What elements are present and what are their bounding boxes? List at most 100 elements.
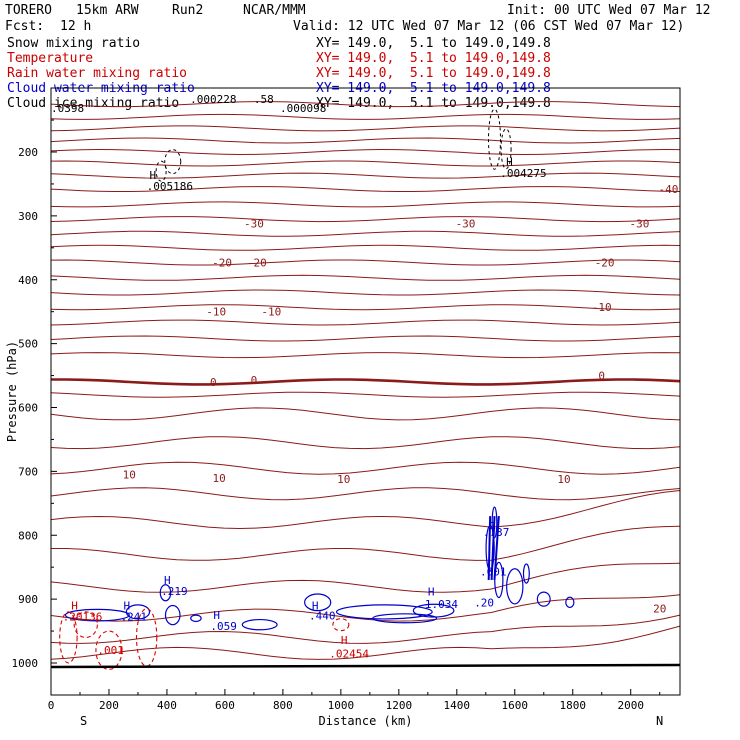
- maximum-label: H: [489, 516, 496, 529]
- temperature-label: -10: [206, 306, 226, 319]
- maximum-label: .58: [254, 93, 274, 106]
- y-tick-label: 800: [18, 529, 38, 542]
- x-end-label-right: N: [656, 714, 663, 728]
- isotherm: [50, 407, 681, 421]
- maximum-label: .0398: [51, 102, 84, 115]
- y-tick-label: 500: [18, 338, 38, 351]
- maximum-label: .000228: [190, 93, 236, 106]
- cloud-water-contour: [164, 604, 181, 626]
- contour-labels: -40 -30 -30 -30 -20 -20 -20 -10 -10 -10 0 0 0 10 10 10 1…: [51, 93, 678, 660]
- cloud-water-contour: [412, 603, 455, 618]
- maximum-label: H: [506, 156, 513, 169]
- maximum-label: 1.034: [425, 598, 458, 611]
- cloud-water-contour: [241, 618, 278, 631]
- maximum-label: .004275: [500, 167, 546, 180]
- isotherm: [50, 289, 681, 296]
- isotherm: [50, 614, 681, 644]
- y-tick-label: 700: [18, 465, 38, 478]
- y-axis-label: Pressure (hPa): [5, 341, 19, 442]
- snow-contour: [487, 108, 501, 170]
- cloud-water-contour: [536, 591, 551, 607]
- isotherm: [50, 172, 681, 179]
- cloud-water-contour: [565, 596, 575, 609]
- cloud-water-contour: [522, 563, 530, 584]
- rain-water-contour: [332, 618, 350, 632]
- header-run: Run2: [172, 3, 204, 18]
- isotherm: [50, 490, 681, 530]
- rain-water-contours: [59, 608, 350, 670]
- temperature-label: -20: [595, 257, 615, 270]
- x-tick-label: 1600: [502, 699, 529, 712]
- x-tick-label: 800: [273, 699, 293, 712]
- x-axis: 0 200 400 600 800 1000 1200 1400 1600 1800 2000: [48, 689, 661, 712]
- isotherm: [51, 378, 681, 386]
- rain-water-contour: [95, 630, 123, 670]
- cloud-water-contour: [159, 584, 172, 602]
- isotherm: [51, 525, 681, 561]
- y-tick-label: 900: [18, 593, 38, 606]
- isotherm: [50, 319, 681, 326]
- legend-temperature-xy: XY= 149.0, 5.1 to 149.0,149.8: [316, 51, 551, 66]
- legend-temperature-name: Temperature: [7, 51, 94, 66]
- isotherm: [50, 594, 681, 622]
- temperature-label: -10: [261, 306, 281, 319]
- maximum-label: .20136: [63, 610, 103, 623]
- cloud-water-contour: [506, 568, 524, 605]
- legend-cloud-ice-name: Cloud ice mixing ratio: [7, 96, 180, 111]
- isotherm: [50, 125, 681, 132]
- isotherm: [50, 113, 681, 120]
- header-init: Init: 00 UTC Wed 07 Mar 12: [507, 3, 711, 18]
- header-model: TORERO: [5, 3, 52, 18]
- isotherm: [50, 304, 681, 311]
- isotherm: [50, 201, 681, 208]
- cloud-water-contour: [304, 593, 332, 612]
- cloud-water-contour: [190, 614, 202, 623]
- cloud-water-core: [487, 516, 492, 580]
- temperature-label: 20: [653, 603, 666, 616]
- header-grid: 15km ARW: [76, 3, 139, 18]
- isotherm: [50, 101, 681, 108]
- snow-contour: [500, 128, 512, 170]
- isotherm: [50, 461, 681, 475]
- y-tick-label: 200: [18, 146, 38, 159]
- maximum-label: .241: [121, 610, 148, 623]
- isotherm: [50, 487, 681, 501]
- header-valid: Valid: 12 UTC Wed 07 Mar 12 (06 CST Wed …: [293, 19, 685, 34]
- temperature-label: -40: [658, 183, 678, 196]
- rain-water-contour: [59, 611, 78, 664]
- temperature-label: -30: [629, 218, 649, 231]
- temperature-label: 10: [123, 469, 136, 482]
- legend-cloud-ice-xy: XY= 149.0, 5.1 to 149.0,149.8: [316, 96, 551, 111]
- legend-snow-xy: XY= 149.0, 5.1 to 149.0,149.8: [316, 36, 551, 51]
- header-fcst-value: 12 h: [60, 19, 92, 34]
- cloud-water-core: [493, 516, 500, 581]
- maximum-label: .005186: [147, 180, 193, 193]
- x-tick-label: 600: [215, 699, 235, 712]
- maximum-label: .059: [210, 620, 237, 633]
- legend-snow-name: Snow mixing ratio: [7, 36, 141, 51]
- snow-contour: [155, 160, 167, 182]
- header-fcst-label: Fcst:: [5, 19, 45, 34]
- isotherm: [50, 436, 681, 450]
- isotherm: [50, 244, 681, 251]
- x-tick-label: 0: [48, 699, 55, 712]
- isotherm: [50, 274, 681, 281]
- temperature-label: -20: [247, 257, 267, 270]
- maximum-label: H: [213, 609, 220, 622]
- maximum-label: H: [150, 169, 157, 182]
- temperature-label: -20: [212, 257, 232, 270]
- temperature-label: 10: [337, 473, 350, 486]
- x-tick-label: 1000: [328, 699, 355, 712]
- isotherm: [50, 259, 681, 266]
- maximum-label: .001: [480, 566, 507, 579]
- temperature-label: 0: [251, 374, 258, 387]
- maximum-label: H: [341, 634, 348, 647]
- x-tick-label: 2000: [617, 699, 644, 712]
- temperature-label: -10: [592, 301, 612, 314]
- isotherm: [50, 562, 681, 593]
- rain-water-contour: [73, 611, 98, 639]
- y-tick-label: 1000: [12, 657, 39, 670]
- snow-contour: [164, 149, 182, 175]
- maximum-label: H: [123, 600, 130, 613]
